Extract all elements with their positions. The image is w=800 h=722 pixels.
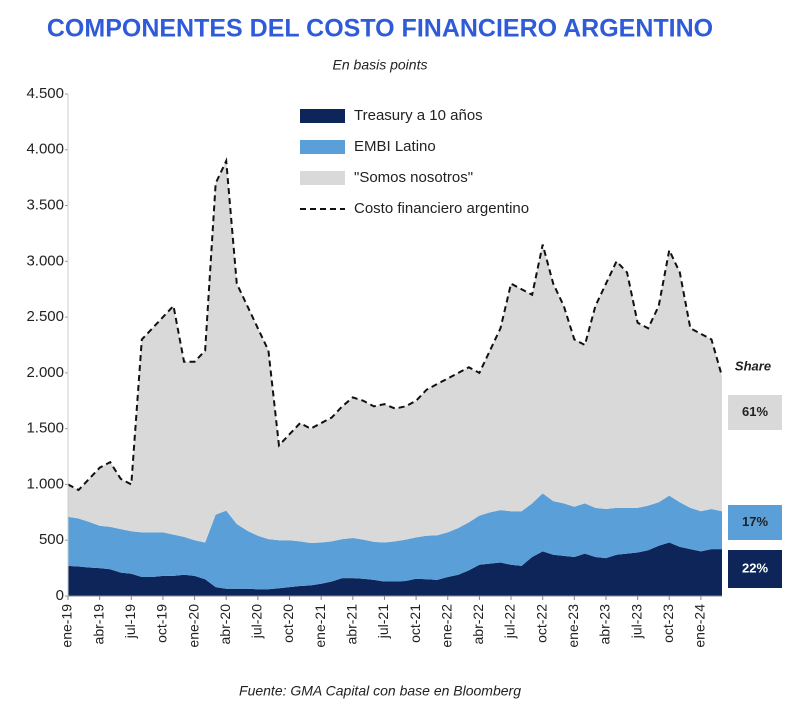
legend-label: Treasury a 10 años (354, 107, 483, 124)
legend-swatch (300, 171, 345, 185)
x-tick-label: ene-24 (692, 604, 708, 648)
x-tick-label: jul-23 (628, 604, 644, 639)
y-tick-label: 2.000 (26, 364, 64, 381)
x-tick-label: ene-23 (565, 604, 581, 648)
share-label: 17% (742, 514, 768, 529)
x-tick-label: jul-22 (502, 604, 518, 639)
y-tick-label: 3.000 (26, 252, 64, 269)
share-box (728, 395, 782, 430)
share-label: 22% (742, 560, 768, 575)
chart-subtitle: En basis points (333, 57, 428, 73)
x-tick-label: abr-22 (470, 604, 486, 645)
x-tick-label: oct-20 (280, 604, 296, 643)
share-box (728, 505, 782, 540)
share-box (728, 550, 782, 588)
source-note: Fuente: GMA Capital con base en Bloomber… (239, 683, 521, 699)
x-tick-label: ene-19 (59, 604, 75, 648)
y-tick-label: 4.500 (26, 85, 64, 102)
x-tick-label: oct-21 (407, 604, 423, 643)
x-tick-label: ene-20 (185, 604, 201, 648)
y-tick-label: 500 (39, 531, 64, 548)
x-tick-label: abr-20 (217, 604, 233, 645)
x-tick-label: abr-21 (344, 604, 360, 645)
x-tick-label: oct-22 (533, 604, 549, 643)
share-label: 61% (742, 404, 768, 419)
y-tick-label: 4.000 (26, 141, 64, 158)
chart-title: COMPONENTES DEL COSTO FINANCIERO ARGENTI… (47, 15, 713, 43)
area (68, 542, 722, 596)
x-tick-label: jul-20 (249, 604, 265, 639)
x-tick-label: ene-22 (438, 604, 454, 648)
legend-label: EMBI Latino (354, 138, 436, 155)
x-tick-label: oct-23 (660, 604, 676, 643)
x-tick-label: ene-21 (312, 604, 328, 648)
area (68, 160, 722, 544)
x-tick-label: jul-21 (375, 604, 391, 639)
legend-swatch (300, 109, 345, 123)
legend-label: "Somos nosotros" (354, 169, 473, 186)
y-tick-label: 0 (56, 587, 64, 604)
x-tick-label: abr-19 (90, 604, 106, 645)
x-tick-label: jul-19 (122, 604, 138, 639)
legend-swatch (300, 140, 345, 154)
legend-label: Costo financiero argentino (354, 200, 529, 217)
y-tick-label: 3.500 (26, 197, 64, 214)
share-title: Share (735, 358, 771, 373)
y-tick-label: 1.500 (26, 420, 64, 437)
y-tick-label: 2.500 (26, 308, 64, 325)
x-tick-label: oct-19 (154, 604, 170, 643)
y-tick-label: 1.000 (26, 475, 64, 492)
x-tick-label: abr-23 (597, 604, 613, 645)
